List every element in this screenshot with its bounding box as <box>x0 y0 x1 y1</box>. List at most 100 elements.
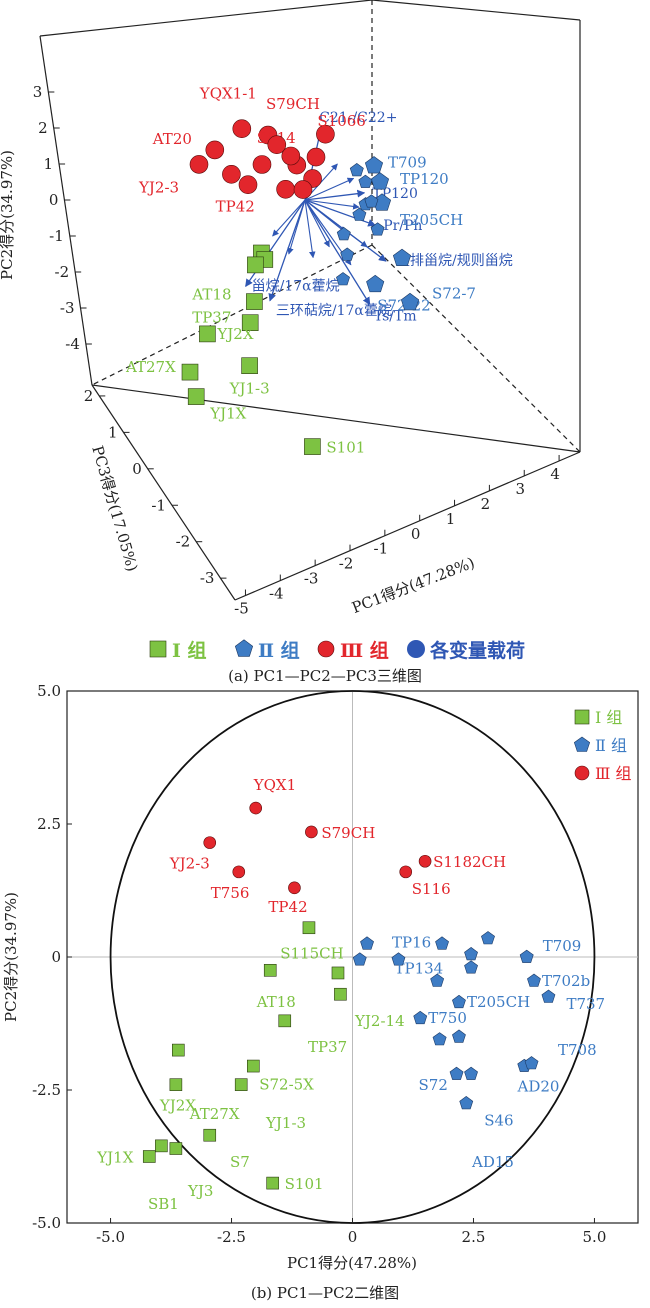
sample-point-2d <box>452 994 466 1009</box>
pc3-tick-label: 2 <box>84 387 94 405</box>
x-tick-label: -2.5 <box>217 1228 246 1246</box>
sample-label-2d: S72 <box>419 1076 448 1094</box>
sample-label-3d: AT18 <box>191 286 231 304</box>
sample-point-3d <box>241 357 258 375</box>
y-tick-label: 0 <box>51 948 61 966</box>
pc1-tick-label: 1 <box>446 510 456 528</box>
sample-label-2d: YJ2X <box>159 1097 196 1115</box>
sample-point-2d <box>169 1078 183 1091</box>
pc2-tick-label: 1 <box>44 155 54 173</box>
y-tick-label: 5.0 <box>37 682 61 700</box>
loading-label: Ts/Tm <box>374 308 417 324</box>
sample-point-2d <box>524 1056 539 1070</box>
sample-point-3d <box>246 293 263 310</box>
sample-label-2d: AT18 <box>256 993 296 1011</box>
loading-arrow <box>304 199 316 259</box>
sample-point-2d <box>203 1128 217 1142</box>
sample-point-3d <box>252 155 272 174</box>
legend-label: 各变量载荷 <box>429 639 525 662</box>
sample-label-3d: AT27X <box>125 358 176 376</box>
sample-label-2d: S72-5X <box>259 1076 314 1094</box>
sample-point-2d <box>305 825 318 839</box>
loading-arrow <box>304 177 355 201</box>
sample-point-2d <box>519 949 534 963</box>
pc2-tick-label: -2 <box>55 263 70 281</box>
y-axis-title-2d: PC2得分(34.97%) <box>2 892 20 1022</box>
pc2-tick-label: -3 <box>60 299 75 317</box>
sample-label-2d: T702b <box>542 972 590 990</box>
sample-point-2d <box>430 973 445 987</box>
pc1-axis-title-3d: PC1得分(47.28%) <box>349 554 477 617</box>
x-tick-label: 5.0 <box>583 1228 607 1246</box>
sample-label-3d: YJ2-3 <box>138 178 179 196</box>
sample-point-2d <box>331 966 345 980</box>
sample-point-2d <box>459 1096 474 1110</box>
sample-point-2d <box>302 921 316 935</box>
legend-circle-icon <box>574 765 590 781</box>
legend-label: Ⅱ 组 <box>595 736 627 755</box>
pc1-tick-label: -4 <box>269 585 284 603</box>
x-tick-label: 0 <box>348 1228 358 1246</box>
sample-point-3d <box>247 256 264 274</box>
y-tick-label: -5.0 <box>32 1214 61 1232</box>
sample-label-3d: AT20 <box>152 130 192 148</box>
sample-point-2d <box>278 1014 292 1028</box>
legend-pentagon-icon <box>573 736 591 752</box>
sample-label-2d: S1182CH <box>433 853 506 871</box>
sample-point-3d <box>316 124 335 144</box>
sample-point-2d <box>464 947 478 961</box>
sample-label-2d: TP134 <box>394 960 443 978</box>
pc3-tick-label: -2 <box>176 533 191 551</box>
sample-point-3d <box>189 155 209 174</box>
sample-label-2d: TP42 <box>268 898 307 916</box>
sample-point-2d <box>155 1139 168 1153</box>
sample-label-3d: T709 <box>388 154 427 172</box>
sample-point-2d <box>232 865 246 879</box>
sample-label-3d: YQX1-1 <box>199 85 257 103</box>
sample-point-2d <box>449 1066 464 1080</box>
loading-arrow <box>304 189 366 201</box>
legend-label: Ⅲ 组 <box>595 764 632 783</box>
sample-label-2d: AD20 <box>517 1077 560 1095</box>
legend-square-icon <box>149 640 167 658</box>
sample-point-2d <box>527 973 541 987</box>
loading-arrow <box>304 199 368 248</box>
sample-point-3d <box>281 146 301 166</box>
sample-label-3d: TP37 <box>192 309 231 327</box>
sample-label-3d: S79CH <box>266 95 320 113</box>
sample-point-3d <box>392 248 412 267</box>
sample-label-3d: S101 <box>326 439 365 457</box>
extra-sample-label: S7 <box>230 1153 250 1171</box>
loading-arrow <box>304 199 371 306</box>
x-axis-title-2d: PC1得分(47.28%) <box>287 1254 417 1272</box>
sample-label-2d: T750 <box>428 1009 467 1027</box>
loading-arrow <box>304 199 376 227</box>
sample-point-2d <box>481 931 495 945</box>
sample-point-3d <box>232 119 252 138</box>
x-tick-label: 2.5 <box>462 1228 486 1246</box>
pc1-tick-label: 2 <box>481 495 491 513</box>
pc1-tick-label: 0 <box>411 525 421 543</box>
x-tick-label: -5.0 <box>96 1228 125 1246</box>
sample-point-3d <box>306 147 326 167</box>
sample-label-2d: T709 <box>543 937 582 955</box>
sample-point-3d <box>187 388 205 405</box>
pc3-axis-ticks: 21 0 -1 -2 -3 <box>84 387 227 587</box>
pc2-tick-label: 3 <box>33 83 43 101</box>
extra-sample-label: SB1 <box>148 1195 179 1213</box>
sample-point-2d <box>266 1176 279 1190</box>
legend-pentagon-icon <box>234 639 254 657</box>
loading-label: Pr/Ph <box>383 218 422 234</box>
sample-point-2d <box>399 865 413 879</box>
y-tick-label: -2.5 <box>32 1081 61 1099</box>
legend-label: Ⅰ 组 <box>172 639 207 662</box>
sample-point-3d <box>293 180 313 199</box>
sample-point-2d <box>288 881 301 895</box>
legend-3d: Ⅰ 组 Ⅱ 组 Ⅲ 组 各变量载荷 <box>149 639 525 662</box>
pc2-tick-label: 0 <box>49 191 59 209</box>
sample-point-3d <box>276 180 295 199</box>
pc3-tick-label: -3 <box>200 569 215 587</box>
sample-point-2d <box>464 1066 478 1080</box>
sample-point-3d <box>222 165 241 184</box>
